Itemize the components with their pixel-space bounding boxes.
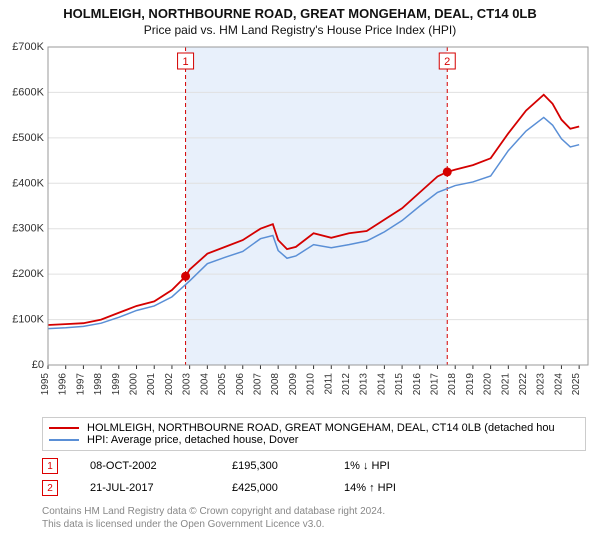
chart-area: £0 £100K £200K £300K £400K £500K £600K £700K 199… — [0, 41, 600, 411]
svg-text:1995: 1995 — [40, 373, 51, 396]
svg-text:£200K: £200K — [12, 268, 44, 280]
sale-pct: 1% ↓ HPI — [344, 460, 434, 472]
svg-text:1: 1 — [183, 56, 189, 68]
sale-date: 08-OCT-2002 — [90, 460, 200, 472]
svg-text:2013: 2013 — [359, 373, 370, 396]
sale-date: 21-JUL-2017 — [90, 482, 200, 494]
svg-text:2: 2 — [444, 56, 450, 68]
svg-text:£500K: £500K — [12, 132, 44, 144]
svg-text:2004: 2004 — [199, 373, 210, 396]
svg-text:2003: 2003 — [182, 373, 193, 396]
svg-text:2000: 2000 — [129, 373, 140, 396]
legend-item: HOLMLEIGH, NORTHBOURNE ROAD, GREAT MONGE… — [49, 422, 579, 434]
svg-text:2015: 2015 — [394, 373, 405, 396]
footer: Contains HM Land Registry data © Crown c… — [42, 505, 586, 531]
svg-text:£300K: £300K — [12, 223, 44, 235]
svg-text:1997: 1997 — [75, 373, 86, 396]
svg-text:2024: 2024 — [553, 373, 564, 396]
sales-table: 1 08-OCT-2002 £195,300 1% ↓ HPI 2 21-JUL… — [42, 455, 586, 499]
chart-svg: £0 £100K £200K £300K £400K £500K £600K £700K 199… — [0, 41, 600, 411]
svg-text:2017: 2017 — [430, 373, 441, 396]
legend-label: HOLMLEIGH, NORTHBOURNE ROAD, GREAT MONGE… — [87, 422, 555, 434]
svg-text:2007: 2007 — [252, 373, 263, 396]
svg-text:£600K: £600K — [12, 86, 44, 98]
svg-text:2005: 2005 — [217, 373, 228, 396]
legend-swatch — [49, 439, 79, 441]
svg-text:1999: 1999 — [111, 373, 122, 396]
svg-text:2025: 2025 — [571, 373, 582, 396]
sale-row: 2 21-JUL-2017 £425,000 14% ↑ HPI — [42, 477, 586, 499]
legend-label: HPI: Average price, detached house, Dove… — [87, 434, 298, 446]
svg-text:2014: 2014 — [376, 373, 387, 396]
svg-text:2016: 2016 — [412, 373, 423, 396]
svg-text:2008: 2008 — [270, 373, 281, 396]
svg-text:2022: 2022 — [518, 373, 529, 396]
sale-price: £195,300 — [232, 460, 312, 472]
svg-text:2012: 2012 — [341, 373, 352, 396]
sale-marker: 2 — [42, 480, 58, 496]
svg-text:2010: 2010 — [306, 373, 317, 396]
legend: HOLMLEIGH, NORTHBOURNE ROAD, GREAT MONGE… — [42, 417, 586, 451]
svg-text:2018: 2018 — [447, 373, 458, 396]
sale-pct: 14% ↑ HPI — [344, 482, 434, 494]
legend-item: HPI: Average price, detached house, Dove… — [49, 434, 579, 446]
sale-row: 1 08-OCT-2002 £195,300 1% ↓ HPI — [42, 455, 586, 477]
footer-line: This data is licensed under the Open Gov… — [42, 518, 586, 531]
svg-text:2002: 2002 — [164, 373, 175, 396]
sale-marker: 1 — [42, 458, 58, 474]
svg-text:£400K: £400K — [12, 177, 44, 189]
chart-title: HOLMLEIGH, NORTHBOURNE ROAD, GREAT MONGE… — [0, 0, 600, 21]
svg-text:2019: 2019 — [465, 373, 476, 396]
sale-price: £425,000 — [232, 482, 312, 494]
svg-text:2020: 2020 — [483, 373, 494, 396]
legend-swatch — [49, 427, 79, 429]
svg-text:2009: 2009 — [288, 373, 299, 396]
svg-text:£100K: £100K — [12, 314, 44, 326]
svg-text:2023: 2023 — [536, 373, 547, 396]
footer-line: Contains HM Land Registry data © Crown c… — [42, 505, 586, 518]
svg-text:1998: 1998 — [93, 373, 104, 396]
svg-text:2021: 2021 — [500, 373, 511, 396]
svg-text:2006: 2006 — [235, 373, 246, 396]
svg-text:2011: 2011 — [323, 373, 334, 395]
svg-text:£0: £0 — [32, 359, 44, 371]
chart-subtitle: Price paid vs. HM Land Registry's House … — [0, 21, 600, 41]
svg-text:1996: 1996 — [58, 373, 69, 396]
svg-text:2001: 2001 — [146, 373, 157, 396]
svg-text:£700K: £700K — [12, 41, 44, 53]
chart-container: HOLMLEIGH, NORTHBOURNE ROAD, GREAT MONGE… — [0, 0, 600, 560]
